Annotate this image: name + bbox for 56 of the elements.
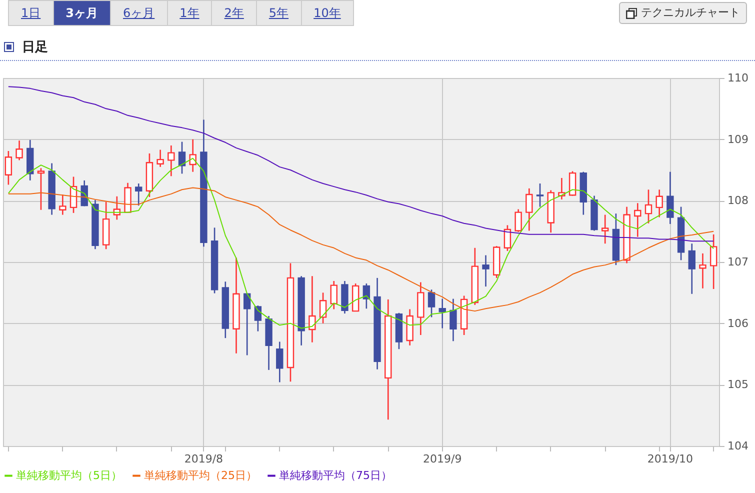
text: 2年	[211, 0, 257, 26]
candlestick	[276, 341, 284, 383]
candlestick	[634, 202, 642, 238]
candlestick	[362, 282, 370, 310]
candlestick	[666, 171, 674, 225]
text: 5年	[256, 0, 302, 26]
candlestick	[601, 214, 609, 244]
candlestick	[656, 188, 663, 218]
text: 1年	[166, 0, 212, 26]
candlestick	[308, 275, 316, 343]
legend-label: 単純移動平均（75日）	[279, 468, 392, 482]
legend-label: 単純移動平均（25日）	[144, 468, 257, 482]
x-tick-label: 2019/9	[423, 452, 462, 466]
candlestick	[189, 138, 196, 172]
text: テクニカルチャート	[641, 5, 740, 21]
candlestick	[428, 288, 436, 318]
y-tick-label: 107	[728, 256, 748, 268]
text: 3ヶ月	[52, 0, 111, 26]
candlestick	[526, 188, 533, 232]
candlestick	[178, 141, 186, 174]
candlestick	[4, 150, 12, 186]
candlestick	[254, 304, 262, 332]
candlestick	[450, 298, 457, 342]
text: 6ヶ月	[110, 0, 168, 26]
candlestick	[710, 234, 718, 290]
candlestick	[156, 149, 164, 168]
candlestick	[644, 188, 652, 224]
candlestick	[514, 208, 522, 233]
x-tick-label: 2019/8	[184, 452, 224, 466]
y-tick-label: 105	[728, 378, 748, 392]
candlestick	[135, 182, 142, 206]
candlestick	[59, 194, 66, 216]
y-tick-label: 104	[728, 440, 748, 452]
candlestick	[243, 293, 251, 356]
chart-title: 日足	[22, 39, 48, 56]
candlestick	[688, 242, 696, 295]
candlestick	[37, 168, 45, 211]
candlestick	[319, 292, 327, 324]
x-tick-label: 2019/10	[647, 452, 694, 466]
text: 10年	[300, 0, 354, 26]
candlestick	[482, 254, 490, 288]
y-tick-label: 110	[728, 72, 748, 84]
candlestick	[330, 280, 338, 310]
candlestick	[568, 170, 576, 196]
candlestick	[558, 177, 566, 200]
candlestick	[504, 224, 512, 252]
legend-label: 単純移動平均（5日）	[16, 468, 122, 482]
candlestick	[168, 144, 175, 177]
candlestick	[536, 182, 544, 208]
text: 1日	[8, 0, 54, 26]
y-tick-label: 106	[728, 316, 748, 330]
y-tick-label: 109	[728, 132, 748, 146]
candlestick	[699, 252, 706, 290]
y-tick-label: 108	[728, 194, 748, 208]
candlestick	[438, 298, 446, 329]
candlestick	[16, 140, 23, 161]
